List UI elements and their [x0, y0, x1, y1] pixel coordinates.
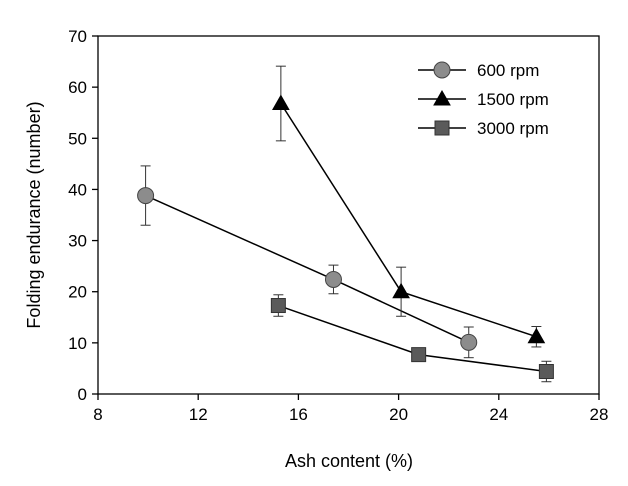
- series-line: [145, 194, 470, 344]
- legend-marker: [433, 89, 451, 106]
- legend-label: 600 rpm: [477, 61, 539, 80]
- x-tick-label: 12: [189, 405, 208, 424]
- series-1: [272, 65, 546, 348]
- series-0: [137, 165, 478, 359]
- x-axis-title: Ash content (%): [285, 451, 413, 471]
- data-point: [272, 94, 290, 111]
- legend-label: 3000 rpm: [477, 119, 549, 138]
- data-point: [527, 327, 546, 344]
- x-tick-label: 16: [289, 405, 308, 424]
- x-tick-label: 28: [590, 405, 609, 424]
- data-point: [270, 298, 286, 314]
- y-tick-label: 40: [68, 180, 87, 199]
- series-line: [280, 103, 537, 338]
- x-tick-label: 8: [93, 405, 102, 424]
- legend: 600 rpm 1500 rpm 3000 rpm: [418, 61, 549, 138]
- y-tick-label: 20: [68, 283, 87, 302]
- data-point: [392, 282, 410, 299]
- series-layer: [137, 65, 554, 383]
- x-tick-label: 24: [489, 405, 508, 424]
- data-point: [137, 187, 155, 205]
- y-axis-title: Folding endurance (number): [24, 101, 44, 328]
- y-tick-label: 10: [68, 334, 87, 353]
- legend-marker: [434, 120, 450, 136]
- data-point: [460, 333, 478, 351]
- series-2: [270, 294, 554, 383]
- legend-marker: [433, 61, 451, 79]
- y-tick-label: 60: [68, 78, 87, 97]
- y-tick-label: 50: [68, 129, 87, 148]
- data-point: [411, 347, 427, 363]
- plot-area: 8 12 16 20 24 28 0 10 20 30 40 50 60 70: [68, 27, 608, 424]
- plot-frame: [97, 35, 600, 395]
- data-point: [538, 363, 554, 379]
- y-tick-label: 30: [68, 232, 87, 251]
- x-tick-label: 20: [389, 405, 408, 424]
- legend-label: 1500 rpm: [477, 90, 549, 109]
- y-tick-label: 70: [68, 27, 87, 46]
- data-point: [324, 270, 342, 288]
- y-tick-label: 0: [78, 385, 87, 404]
